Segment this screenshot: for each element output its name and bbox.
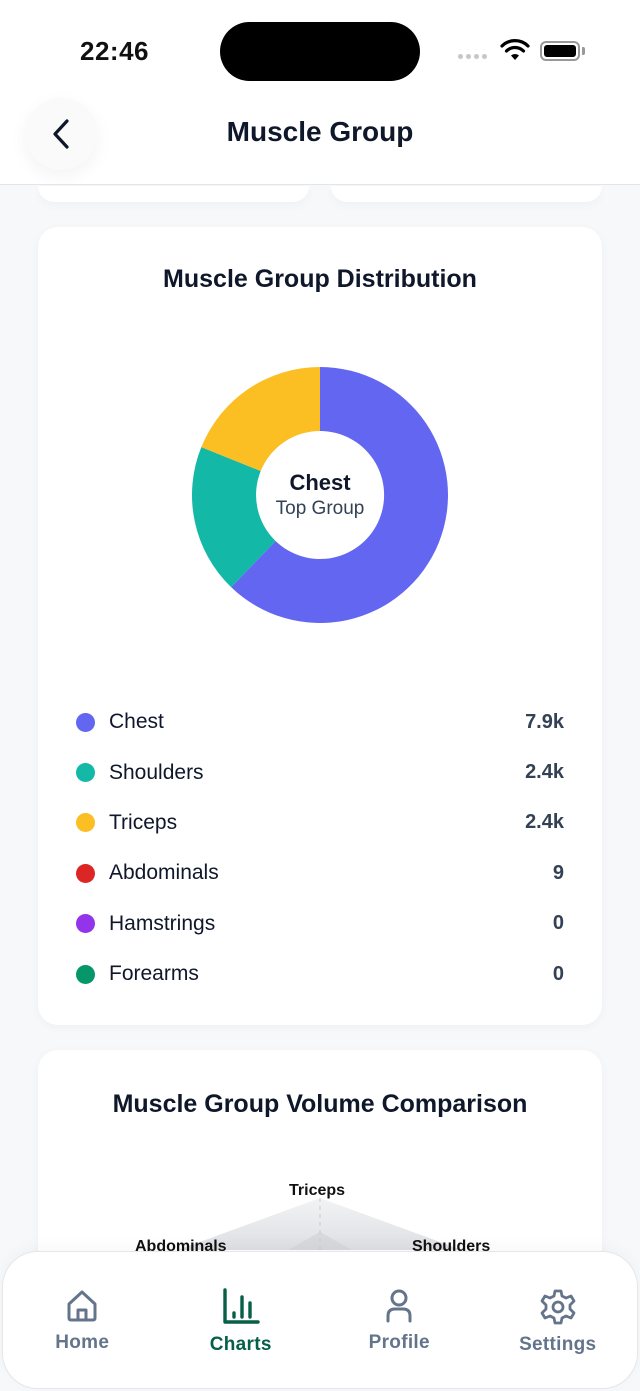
legend-dot-icon [76, 914, 95, 934]
legend-value: 7.9k [525, 710, 564, 733]
chart-legend: Chest 7.9k Shoulders 2.4k Triceps 2.4k A… [76, 697, 564, 999]
distribution-title: Muscle Group Distribution [163, 265, 477, 293]
volume-title: Muscle Group Volume Comparison [112, 1090, 528, 1118]
legend-item[interactable]: Triceps 2.4k [76, 798, 564, 848]
legend-label: Forearms [109, 962, 199, 986]
wifi-icon [500, 39, 530, 60]
status-time: 22:46 [80, 36, 149, 66]
radar-label-abdominals: Abdominals [135, 1238, 227, 1255]
tab-label: Profile [368, 1332, 430, 1353]
dynamic-island [220, 22, 420, 81]
legend-label: Shoulders [109, 760, 204, 784]
legend-dot-icon [76, 712, 95, 732]
donut-center-label: Chest [289, 470, 351, 495]
slice-shoulders[interactable] [191, 447, 276, 588]
tab-label: Charts [209, 1334, 272, 1355]
nav-header: Muscle Group [0, 98, 640, 185]
radar-chart[interactable]: Triceps Abdominals Shoulders [38, 1180, 602, 1255]
summary-card-left [38, 186, 309, 202]
legend-label: Triceps [109, 810, 178, 834]
tab-label: Settings [519, 1334, 597, 1355]
legend-item[interactable]: Forearms 0 [76, 949, 564, 999]
legend-item[interactable]: Chest 7.9k [76, 697, 564, 747]
legend-label: Hamstrings [109, 911, 216, 935]
radar-label-triceps: Triceps [289, 1182, 346, 1199]
status-bar: 22:46 [0, 0, 640, 100]
cellular-signal-icon [458, 54, 487, 59]
legend-dot-icon [76, 763, 95, 783]
radar-grid [178, 1198, 462, 1250]
battery-icon [540, 41, 580, 61]
legend-label: Abdominals [109, 861, 219, 885]
legend-dot-icon [76, 863, 95, 883]
legend-dot-icon [76, 964, 95, 984]
user-icon [386, 1289, 412, 1323]
donut-center-sublabel: Top Group [275, 498, 365, 519]
legend-value: 2.4k [525, 811, 564, 834]
legend-item[interactable]: Shoulders 2.4k [76, 747, 564, 797]
legend-value: 9 [552, 861, 564, 884]
slice-triceps[interactable] [201, 367, 320, 471]
legend-dot-icon [76, 813, 95, 833]
home-icon [67, 1290, 97, 1322]
legend-item[interactable]: Hamstrings 0 [76, 899, 564, 949]
tab-settings[interactable]: Settings [479, 1252, 638, 1388]
tab-home[interactable]: Home [3, 1252, 162, 1388]
legend-label: Chest [109, 710, 164, 734]
legend-value: 0 [552, 912, 564, 935]
tab-bar: Home Charts Profile Settings [2, 1251, 638, 1389]
chevron-left-icon [53, 119, 69, 149]
tab-charts[interactable]: Charts [162, 1252, 321, 1388]
bar-chart-icon [223, 1288, 260, 1324]
gear-icon [540, 1289, 576, 1325]
tab-label: Home [55, 1332, 110, 1353]
battery-tip [582, 47, 585, 55]
legend-value: 2.4k [525, 761, 564, 784]
donut-center: Chest Top Group [192, 367, 448, 623]
donut-svg [191, 367, 448, 623]
slice-chest[interactable] [231, 367, 448, 623]
back-button[interactable] [25, 98, 97, 170]
page-title: Muscle Group [226, 116, 414, 147]
legend-value: 0 [552, 962, 564, 985]
donut-chart[interactable]: Chest Top Group [191, 367, 448, 623]
summary-card-right [331, 186, 602, 202]
distribution-card: Muscle Group Distribution Chest Top Grou… [38, 227, 602, 1025]
radar-label-shoulders: Shoulders [412, 1238, 491, 1255]
tab-profile[interactable]: Profile [320, 1252, 479, 1388]
legend-item[interactable]: Abdominals 9 [76, 848, 564, 898]
